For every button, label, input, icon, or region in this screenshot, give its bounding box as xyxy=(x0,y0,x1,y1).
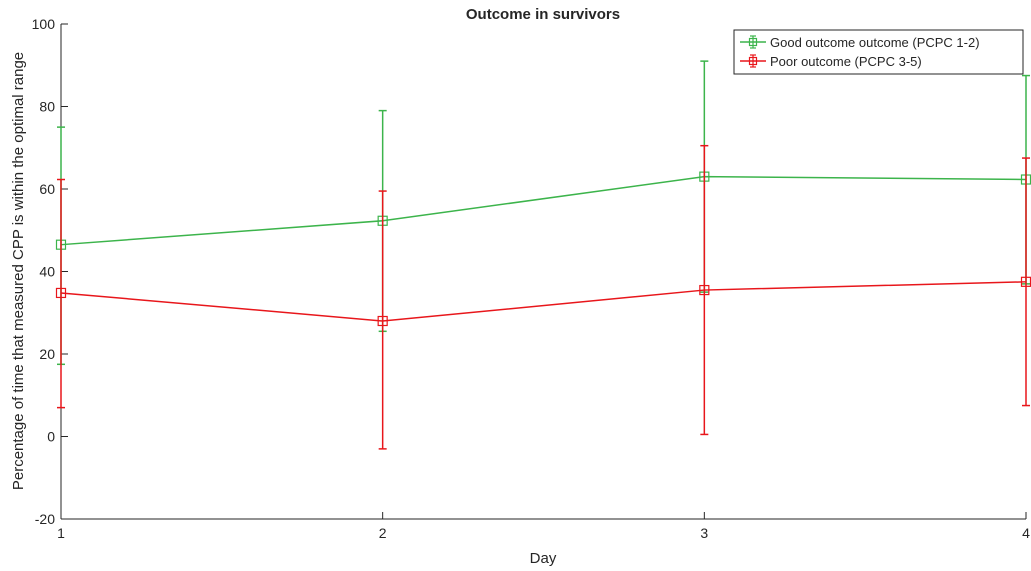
data-point-marker xyxy=(55,287,67,299)
data-point-marker xyxy=(699,284,710,296)
x-tick-label: 3 xyxy=(700,525,708,541)
x-tick-label: 2 xyxy=(379,525,387,541)
legend-marker xyxy=(748,56,758,66)
legend-box xyxy=(733,29,1024,75)
x-tick-label: 1 xyxy=(57,525,65,541)
series-line xyxy=(60,281,1027,322)
legend: Good outcome outcome (PCPC 1-2) Poor outc… xyxy=(733,29,1024,75)
chart-title: Outcome in survivors xyxy=(466,6,620,23)
y-axis-label: Percentage of time that measured CPP is … xyxy=(10,52,27,490)
y-tick-label: 80 xyxy=(39,99,55,115)
series-line xyxy=(60,175,1027,246)
legend-item: Good outcome outcome (PCPC 1-2) xyxy=(740,35,980,50)
legend-item: Poor outcome (PCPC 3-5) xyxy=(740,54,922,69)
y-tick-label: 0 xyxy=(47,429,55,445)
x-tick-label: 4 xyxy=(1022,525,1030,541)
y-tick-label: 100 xyxy=(32,16,56,32)
legend-label: Poor outcome (PCPC 3-5) xyxy=(770,54,922,69)
legend-label: Good outcome outcome (PCPC 1-2) xyxy=(770,35,980,50)
data-point-marker xyxy=(377,315,388,327)
y-tick-label: 60 xyxy=(39,181,55,197)
x-axis-label: Day xyxy=(530,550,557,567)
y-tick-label: -20 xyxy=(35,511,55,527)
axes: -20 0 20 40 60 80 100 1 2 3 4 xyxy=(32,16,1030,541)
y-tick-label: 20 xyxy=(39,346,55,362)
y-tick-label: 40 xyxy=(39,264,55,280)
legend-marker xyxy=(748,37,758,47)
series-1 xyxy=(55,60,1031,366)
series-2 xyxy=(55,144,1031,450)
series-layer xyxy=(55,60,1031,450)
